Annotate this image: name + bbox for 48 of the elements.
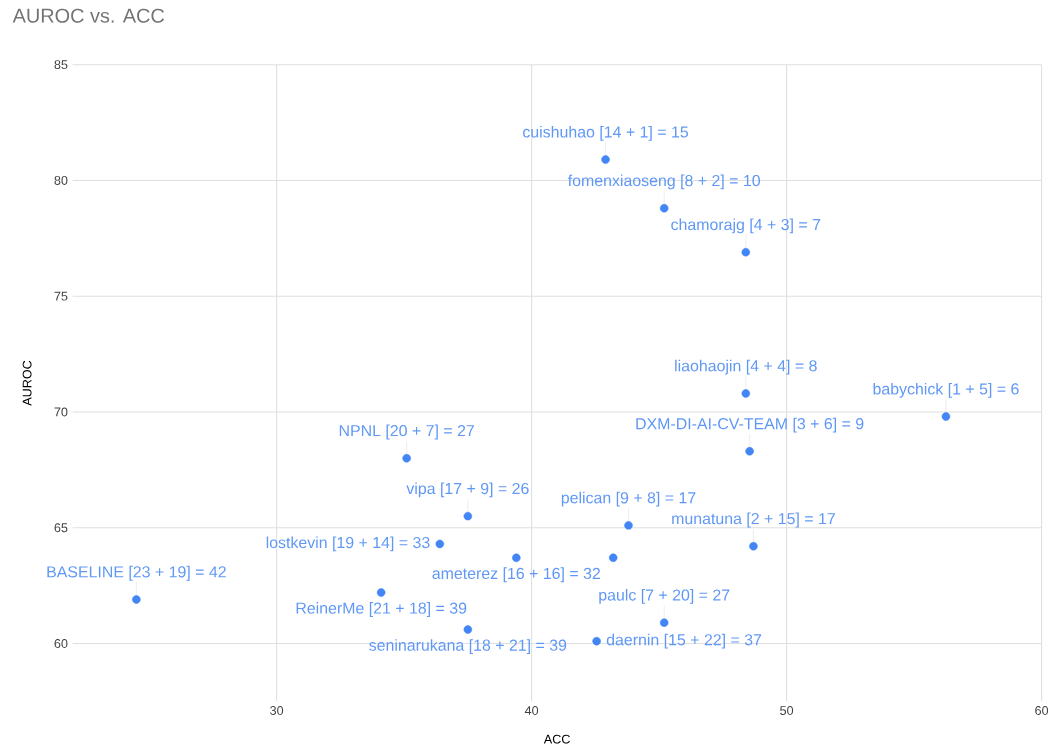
point xyxy=(741,247,751,257)
annotation: BASELINE [23 + 19] = 42 xyxy=(47,565,226,581)
x-tick-label: 30 xyxy=(270,706,284,715)
point xyxy=(608,553,618,563)
y-tick-label: 60 xyxy=(54,639,68,648)
point xyxy=(463,625,473,634)
y-tick-label: 80 xyxy=(54,175,68,185)
annotation: DXM-DI-AI-CV-TEAM [3 + 6] = 9 xyxy=(636,417,864,433)
y-tick-label: 75 xyxy=(54,291,68,301)
point xyxy=(512,553,521,563)
annotation: liaohaojin [4 + 4] = 8 xyxy=(675,359,817,375)
annotation: lostkevin [19 + 14] = 33 xyxy=(266,536,430,552)
annotation: vipa [17 + 9] = 26 xyxy=(406,482,529,498)
annotation: ReinerMe [21 + 18] = 39 xyxy=(296,602,467,617)
annotation: daernin [15 + 22] = 37 xyxy=(606,633,762,649)
point xyxy=(132,595,141,604)
annotation: fomenxiaoseng [8 + 2] = 10 xyxy=(567,174,761,190)
point xyxy=(749,541,758,551)
point xyxy=(601,155,610,164)
x-tick-label: 60 xyxy=(1035,706,1049,715)
point xyxy=(624,521,633,530)
point xyxy=(592,636,601,646)
annotation: ameterez [16 + 16] = 32 xyxy=(432,567,600,583)
x-axis-title: ACC xyxy=(543,734,570,744)
point xyxy=(741,389,751,398)
point xyxy=(402,454,411,463)
point xyxy=(659,203,669,213)
annotation: babychick [1 + 5] = 6 xyxy=(873,382,1019,398)
annotation: munatuna [2 + 15] = 17 xyxy=(672,512,835,528)
x-tick-label: 40 xyxy=(524,706,539,715)
x-tick-label: 50 xyxy=(780,706,794,715)
annotation: chamorajg [4 + 3] = 7 xyxy=(671,218,821,234)
point xyxy=(435,539,445,549)
annotation: cuishuhao [14 + 1] = 15 xyxy=(523,125,689,141)
point xyxy=(659,618,669,627)
y-tick-label: 70 xyxy=(54,407,68,417)
y-tick-label: 85 xyxy=(54,60,68,70)
chart-title: AUROC vs. ACC xyxy=(12,8,165,23)
annotation: paulc [7 + 20] = 27 xyxy=(599,588,730,604)
annotation: NPNL [20 + 7] = 27 xyxy=(339,424,474,440)
point xyxy=(941,412,951,421)
y-axis-title: AUROC xyxy=(22,360,32,406)
point xyxy=(745,447,754,456)
annotation: seninarukana [18 + 21] = 39 xyxy=(369,639,567,654)
y-tick-label: 65 xyxy=(54,523,68,533)
point xyxy=(463,511,473,521)
point xyxy=(376,588,386,597)
annotation: pelican [9 + 8] = 17 xyxy=(561,491,696,507)
